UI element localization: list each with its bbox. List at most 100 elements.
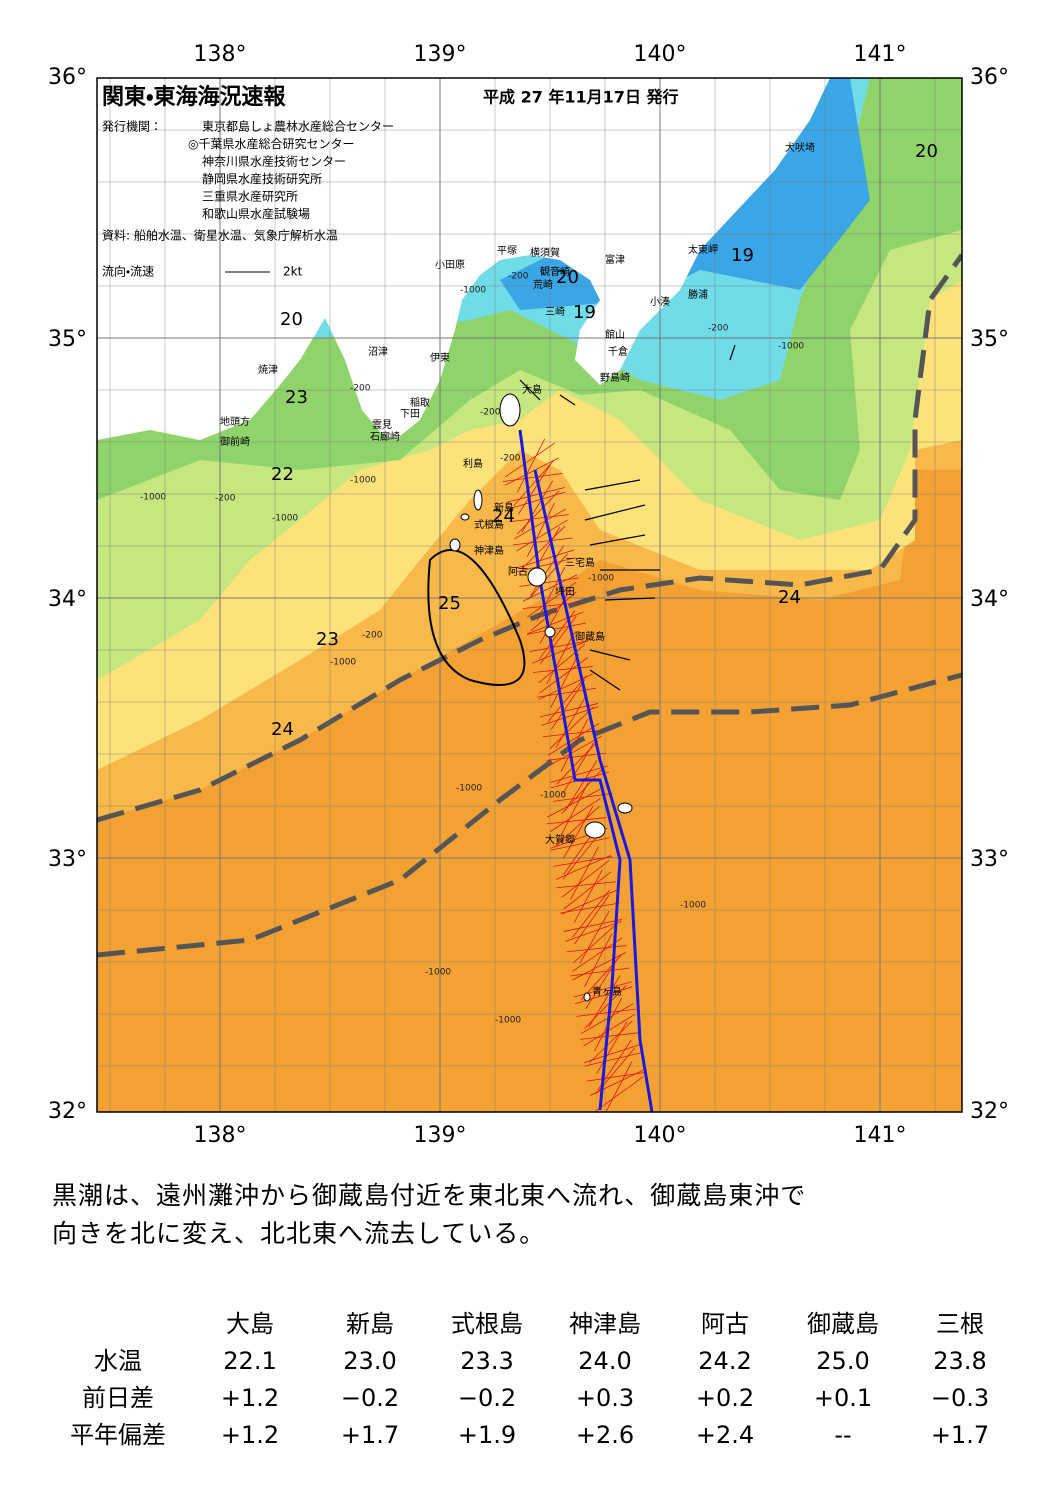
current-hatch [584,933,613,988]
current-hatch [526,502,555,557]
current-hatch [556,881,617,889]
current-arrow [589,669,621,691]
table-cell: -- [834,1421,851,1449]
current-arrow [589,534,646,546]
current-hatch [502,472,563,482]
current-hatch [563,806,594,859]
current-hatch [516,549,575,569]
isobath-label: -1000 [540,791,566,801]
current-hatch [550,797,601,832]
place-name: 新島 [494,501,514,514]
isobath-label: -200 [215,494,236,504]
place-name: 平塚 [497,245,517,257]
current-hatch [554,805,600,848]
current-hatch [516,490,560,535]
publisher: 東京都島しょ農林水産総合センター [202,119,394,134]
current-hatch [570,846,599,900]
place-name: 勝浦 [688,288,708,301]
table-cell: +2.6 [576,1421,634,1449]
current-hatch [563,871,612,910]
current-hatch [579,910,610,964]
table-cell: 23.0 [343,1347,396,1375]
current-arrow [584,504,646,521]
flow-scale: 2kt [283,265,303,279]
current-arrow [559,394,576,406]
table-cell: +1.2 [221,1384,279,1412]
isotherm-label: 24 [492,506,515,527]
graticule [97,78,962,1112]
table-cell: +1.9 [458,1421,516,1449]
current-hatch [589,1020,633,1064]
table-cell: +0.1 [814,1384,872,1412]
current-hatch [517,463,552,515]
place-name: 利島 [463,457,483,470]
table-header: 新島 [346,1310,394,1338]
source: 資料: 船舶水温、衛星水温、気象庁解析水温 [102,228,338,243]
place-name: 大島 [522,383,542,396]
current-hatch [570,967,630,977]
place-name: 青ヶ島 [592,985,622,998]
isobath-label: -1000 [680,901,706,911]
current-hatch [547,723,600,756]
lat-label: 33° [970,847,1009,872]
table-cell: 23.3 [460,1347,513,1375]
isotherm-label: 19 [573,302,596,323]
publisher: 神奈川県水産技術センター [202,154,346,169]
lon-label: 138° [194,1123,247,1148]
current-hatch [584,1052,643,1067]
current-hatch [576,1008,637,1017]
current-hatch [532,640,588,664]
current-arrow [584,479,641,491]
current-hatch [528,553,568,600]
row-label: 平年偏差 [70,1421,166,1449]
lat-label: 33° [48,847,87,872]
islands [449,393,633,1002]
summary-line: 黒潮は、遠州灘沖から御蔵島付近を東北東へ流れ、御蔵島東沖で [52,1181,806,1210]
current-hatch [522,602,583,609]
place-name: 焼津 [258,364,278,376]
current-hatch [561,889,617,915]
current-hatch [527,611,584,635]
place-name: 観音崎 [540,265,570,278]
current-hatch [550,654,579,708]
place-name: 犬吠埼 [785,141,815,154]
place-name: 野島崎 [600,371,630,384]
current-hatch [530,591,577,632]
isotherm-label: 20 [915,141,938,162]
table-cell: −0.3 [931,1384,989,1412]
lat-label: 34° [48,587,87,612]
publisher: 三重県水産研究所 [202,190,298,204]
place-name: 太東岬 [688,243,718,256]
isobath-label: -1000 [778,342,804,352]
table-header: 三根 [936,1310,984,1338]
row-label: 前日差 [82,1384,154,1412]
lat-label: 32° [970,1099,1009,1124]
summary-line: 向きを北に変え、北北東へ流去している。 [52,1219,545,1248]
current-hatch [581,1003,634,1034]
place-name: 小湊 [650,295,670,308]
current-hatch [530,545,565,596]
publisher: 和歌山県水産試験場 [202,206,310,221]
table-header: 神津島 [569,1310,641,1338]
title: 関東・東海海況速報 [102,84,286,110]
current-arrow [729,344,736,361]
current-hatch [563,918,623,932]
place-name: 下田 [400,409,420,420]
current-hatch [519,577,579,587]
place-name: 神津島 [474,544,504,557]
current-hatch [546,752,607,761]
isotherm-label: 20 [556,267,579,288]
place-name: 坪田 [555,585,575,598]
current-hatch [549,735,602,766]
contour-25 [427,549,526,686]
place-name: 三宅島 [565,556,595,569]
current-hatch [516,438,545,493]
kuroshio-path [97,253,962,823]
current-hatch [594,1076,644,1112]
lon-label: 138° [194,42,247,67]
current-hatch [560,782,589,836]
map [97,78,962,1112]
isobath-label: -1000 [495,1016,521,1026]
isotherm-label: 19 [731,245,754,266]
current-hatch [513,508,567,540]
